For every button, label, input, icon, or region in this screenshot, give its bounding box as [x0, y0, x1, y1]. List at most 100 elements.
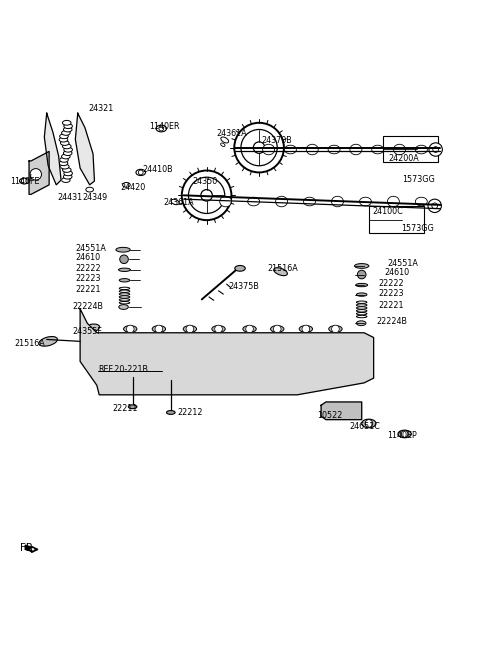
Circle shape [22, 178, 27, 184]
Ellipse shape [152, 325, 166, 333]
Ellipse shape [356, 283, 368, 287]
Bar [383, 136, 438, 162]
Ellipse shape [248, 197, 260, 206]
Text: 22224B: 22224B [376, 317, 408, 326]
Ellipse shape [306, 144, 318, 155]
Ellipse shape [357, 316, 367, 318]
Ellipse shape [60, 140, 69, 146]
Ellipse shape [128, 405, 137, 409]
Text: 22222: 22222 [75, 264, 101, 273]
Ellipse shape [119, 287, 130, 289]
Text: 24100C: 24100C [372, 207, 403, 216]
Text: 24370B: 24370B [262, 136, 292, 145]
Circle shape [145, 343, 172, 370]
Ellipse shape [183, 325, 197, 333]
Ellipse shape [263, 144, 275, 155]
Text: 22212: 22212 [177, 409, 203, 417]
Text: 21516A: 21516A [15, 338, 46, 348]
Circle shape [332, 325, 339, 333]
Text: 24551A: 24551A [387, 259, 418, 268]
Ellipse shape [285, 145, 297, 154]
Ellipse shape [63, 174, 72, 179]
Ellipse shape [357, 321, 366, 325]
Ellipse shape [62, 121, 71, 125]
Ellipse shape [360, 197, 372, 206]
Ellipse shape [357, 312, 367, 315]
Circle shape [401, 430, 408, 438]
Circle shape [327, 343, 354, 370]
Circle shape [270, 343, 296, 370]
Ellipse shape [271, 325, 284, 333]
Ellipse shape [119, 268, 131, 272]
Circle shape [185, 350, 199, 364]
Text: 24361A: 24361A [164, 198, 194, 207]
Text: 22221: 22221 [378, 300, 404, 310]
Ellipse shape [64, 148, 72, 152]
Ellipse shape [415, 145, 427, 154]
Circle shape [241, 129, 277, 166]
Text: 22222: 22222 [378, 279, 404, 287]
Circle shape [138, 170, 143, 174]
Text: 24200A: 24200A [388, 154, 419, 163]
Ellipse shape [332, 196, 344, 207]
Ellipse shape [119, 298, 130, 301]
Ellipse shape [116, 247, 130, 252]
Ellipse shape [61, 154, 70, 159]
Text: 24651C: 24651C [350, 422, 381, 431]
Text: REF.20-221B: REF.20-221B [98, 365, 148, 374]
Polygon shape [29, 152, 49, 194]
Circle shape [126, 325, 134, 333]
Ellipse shape [415, 197, 427, 206]
Ellipse shape [398, 430, 411, 438]
Ellipse shape [156, 125, 167, 132]
Circle shape [276, 350, 290, 364]
Text: 24551A: 24551A [75, 244, 106, 253]
Circle shape [30, 169, 41, 180]
Ellipse shape [84, 324, 100, 332]
Ellipse shape [119, 290, 130, 293]
Ellipse shape [362, 419, 376, 428]
Ellipse shape [167, 411, 175, 415]
Ellipse shape [119, 279, 130, 282]
Ellipse shape [64, 124, 72, 129]
Circle shape [189, 177, 225, 213]
Text: 24410B: 24410B [142, 165, 173, 174]
Circle shape [302, 325, 310, 333]
Ellipse shape [86, 187, 94, 192]
Ellipse shape [136, 169, 145, 176]
Circle shape [120, 255, 128, 264]
Ellipse shape [119, 304, 128, 310]
Circle shape [304, 350, 319, 364]
Circle shape [155, 325, 163, 333]
Ellipse shape [64, 171, 72, 176]
Text: 24361A: 24361A [216, 129, 247, 138]
Text: 24420: 24420 [120, 183, 146, 192]
Text: 22223: 22223 [378, 289, 404, 298]
Circle shape [159, 126, 164, 131]
Text: 22211: 22211 [112, 403, 137, 413]
Ellipse shape [220, 196, 232, 207]
Ellipse shape [171, 199, 179, 205]
Circle shape [365, 420, 372, 427]
Ellipse shape [350, 144, 362, 155]
Circle shape [429, 143, 443, 156]
Polygon shape [321, 402, 362, 420]
Ellipse shape [63, 151, 72, 155]
Ellipse shape [299, 325, 312, 333]
Ellipse shape [394, 144, 406, 155]
Circle shape [182, 171, 231, 220]
Ellipse shape [62, 167, 71, 173]
Ellipse shape [276, 196, 288, 207]
Circle shape [241, 343, 268, 370]
Circle shape [152, 350, 166, 364]
Text: 1140FE: 1140FE [10, 176, 39, 186]
Ellipse shape [329, 325, 342, 333]
Ellipse shape [372, 145, 384, 154]
Circle shape [201, 190, 212, 201]
Text: 1573GG: 1573GG [402, 174, 435, 184]
Ellipse shape [122, 182, 130, 187]
Text: 24610: 24610 [384, 268, 409, 277]
Polygon shape [80, 309, 373, 395]
Circle shape [433, 147, 439, 152]
Text: 24321: 24321 [88, 104, 113, 113]
